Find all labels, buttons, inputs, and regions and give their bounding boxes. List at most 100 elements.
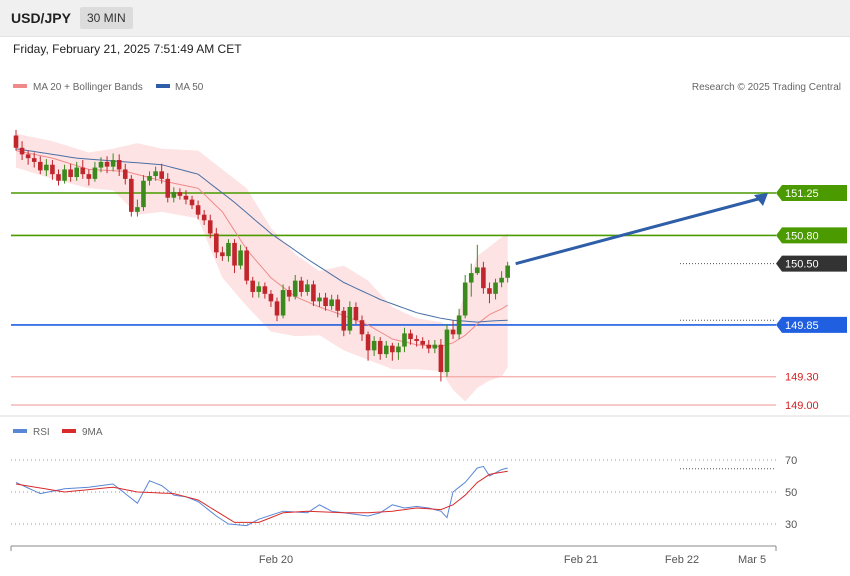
price-level-label: 149.30 [785, 372, 819, 384]
candle-body [365, 334, 371, 351]
candle-body [256, 286, 262, 292]
candle-body [19, 147, 25, 155]
price-level-tag [776, 227, 847, 244]
rsi-axis-label: 30 [785, 519, 797, 531]
candle-body [280, 290, 286, 316]
chart-header: USD/JPY 30 MIN [0, 0, 850, 37]
candle-body [31, 158, 37, 162]
price-levels [11, 192, 776, 406]
candle-body [116, 160, 122, 170]
ma20-legend-label: MA 20 + Bollinger Bands [33, 82, 143, 93]
candle-body [50, 164, 55, 175]
symbol-label: USD/JPY [11, 10, 71, 26]
candle-body [80, 167, 86, 175]
candle-body [262, 286, 268, 294]
candle-body [505, 265, 510, 278]
price-level-label: 151.25 [785, 188, 819, 200]
candle-body [25, 154, 31, 159]
price-level-label: 149.85 [785, 320, 819, 332]
candle-body [390, 345, 395, 353]
candle-body [383, 345, 389, 355]
rsi-ma-legend-swatch [62, 429, 76, 433]
candle-body [171, 192, 177, 198]
candle-body [371, 340, 377, 351]
moving-averages [15, 148, 508, 348]
rsi-panel: 70 50 30 [11, 455, 797, 531]
candle-body [104, 161, 110, 167]
candle-body [37, 161, 43, 171]
candle-body [92, 167, 98, 179]
price-level-labels: 151.25 150.80 150.50 149.85 149.30 149.00 [776, 185, 847, 412]
candle-body [341, 310, 347, 331]
candle-body [408, 333, 413, 340]
candle-body [414, 339, 419, 341]
candle-body [323, 297, 328, 307]
candle-body [153, 171, 158, 177]
candle-body [286, 290, 292, 297]
candle-body [165, 178, 171, 198]
rsi-legend-swatch [13, 429, 27, 433]
price-level-label: 149.00 [785, 400, 819, 412]
time-axis: Feb 20 Feb 21 Feb 22 Mar 5 [10, 545, 777, 566]
rsi-line [15, 465, 508, 527]
trend-arrow-shaft [515, 196, 763, 266]
price-level-tag [776, 255, 847, 272]
candle-body [444, 329, 450, 373]
candle-body [402, 333, 407, 347]
candle-body [329, 299, 334, 307]
rsi-axis-label: 50 [785, 487, 797, 499]
candle-body [493, 282, 498, 294]
candle-body [220, 252, 225, 257]
time-axis-label: Feb 21 [564, 554, 598, 566]
candle-body [268, 293, 274, 302]
candle-body [292, 280, 298, 297]
candle-body [298, 280, 304, 292]
candle-body [317, 297, 322, 302]
candle-body [189, 199, 195, 206]
candle-body [462, 282, 468, 316]
candle-body [475, 267, 480, 274]
candle-body [305, 284, 310, 292]
candle-body [129, 178, 134, 212]
price-level-label: 150.50 [785, 259, 819, 271]
candle-body [207, 220, 213, 234]
rsi-legend-label: RSI [33, 427, 50, 438]
candle-body [110, 160, 116, 167]
candle-body [214, 233, 219, 253]
candle-body [159, 171, 164, 179]
candle-body [135, 207, 140, 212]
trend-arrow-head [754, 193, 768, 206]
rsi-ma-line [15, 470, 508, 523]
candle-body [183, 195, 189, 200]
candle-body [499, 277, 504, 283]
candle-body [147, 176, 152, 181]
candlesticks [13, 129, 510, 382]
candle-body [44, 164, 49, 171]
candle-body [201, 214, 207, 221]
candle-body [353, 307, 359, 321]
candle-body [68, 169, 73, 177]
candle-body [177, 192, 183, 196]
candle-body [426, 344, 432, 349]
candle-body [311, 284, 316, 302]
candle-body [335, 299, 341, 311]
candle-body [226, 242, 231, 257]
candle-body [450, 329, 456, 335]
candle-body [456, 315, 462, 335]
candle-body [481, 267, 486, 289]
research-credit: Research © 2025 Trading Central [692, 82, 841, 93]
candle-body [438, 344, 444, 373]
candle-body [86, 174, 92, 179]
interval-button[interactable]: 30 MIN [80, 7, 133, 29]
candle-body [396, 346, 401, 353]
candle-body [13, 135, 19, 148]
candle-body [62, 169, 67, 181]
trend-arrow [515, 193, 768, 266]
candle-body [432, 344, 438, 349]
candle-body [56, 174, 61, 181]
candle-body [232, 242, 237, 266]
rsi-axis-label: 70 [785, 455, 797, 467]
candle-body [98, 161, 104, 168]
